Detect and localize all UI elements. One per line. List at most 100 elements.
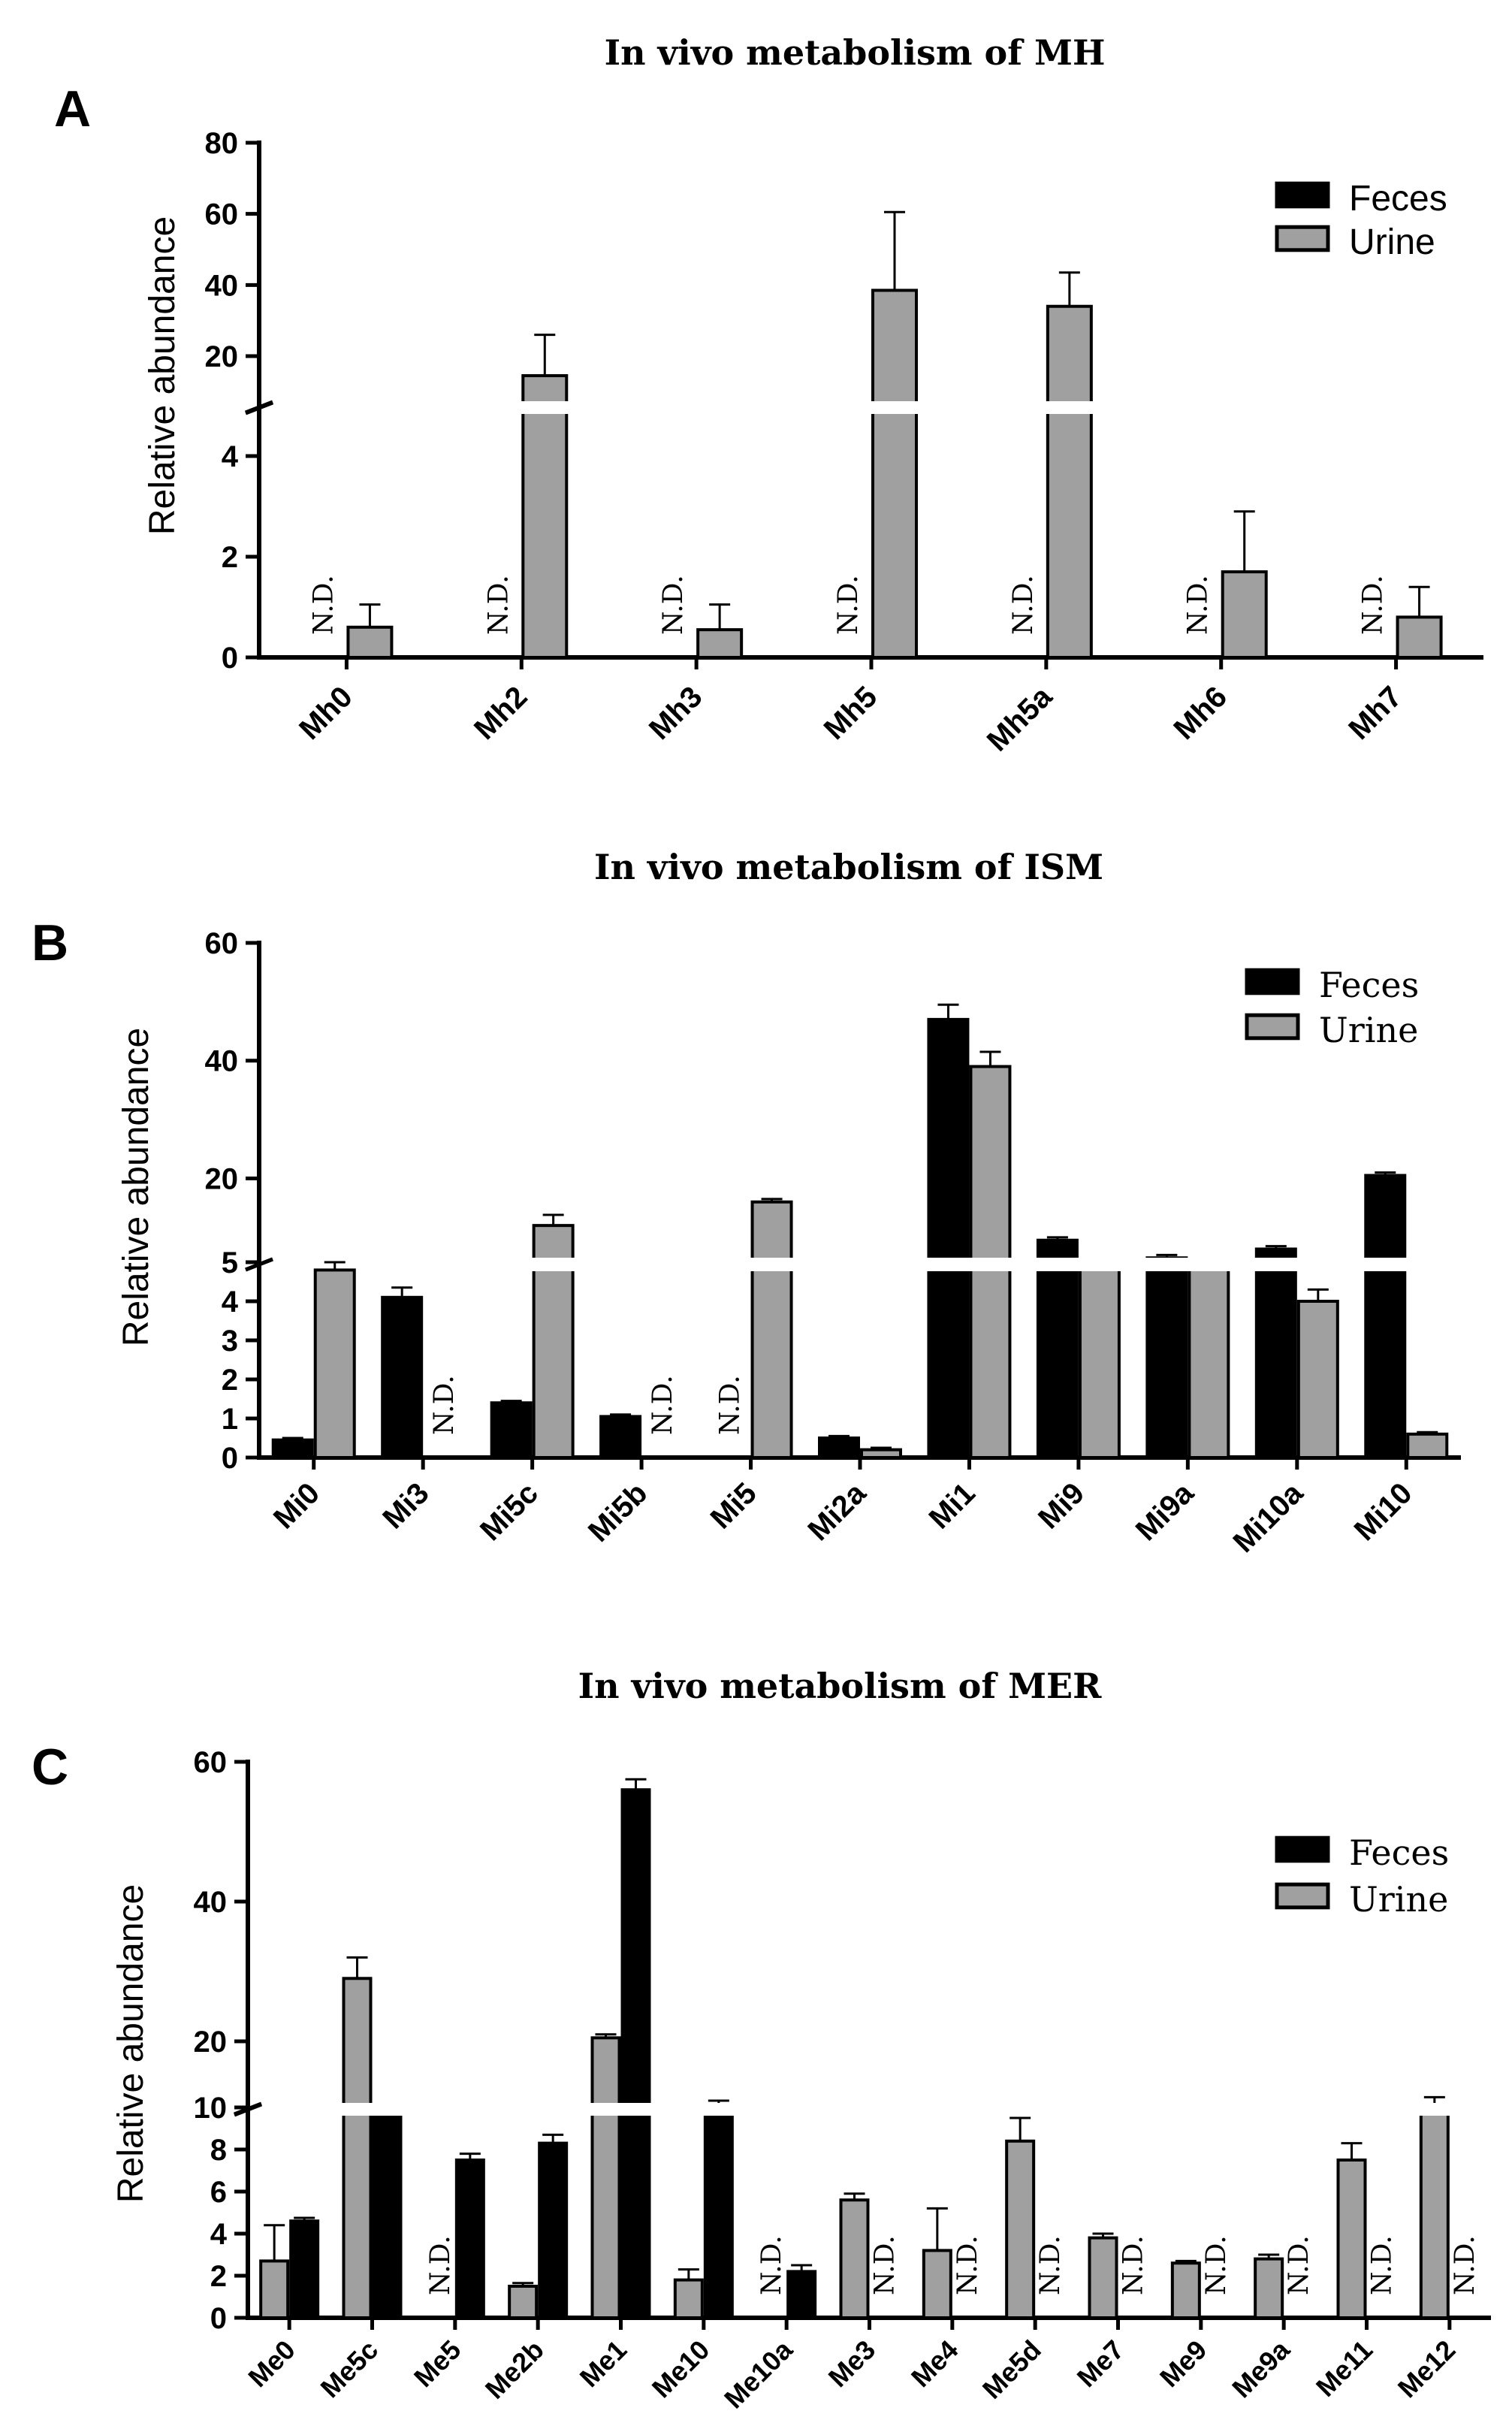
x-tick-label: Mh2 <box>468 680 534 746</box>
x-tick-label: Mi9a <box>1130 1476 1201 1548</box>
bar-urine <box>508 2285 539 2319</box>
nd-label: N.D. <box>429 1375 460 1435</box>
nd-label: N.D. <box>833 575 864 635</box>
x-tick-label: Me5 <box>408 2334 467 2394</box>
y-tick-label: 0 <box>210 2302 227 2335</box>
bar-break-gap <box>1076 1258 1122 1271</box>
x-tick-label: Me7 <box>1071 2334 1130 2394</box>
panel-b: B In vivo metabolism of ISM Relative abu… <box>32 847 1461 1559</box>
x-tick-label: Me5d <box>976 2334 1047 2405</box>
bar-feces <box>1145 1256 1188 1460</box>
bar-feces <box>1036 1238 1079 1459</box>
bar-urine <box>750 1200 793 1460</box>
x-tick-label: Me2b <box>479 2334 550 2405</box>
nd-label: N.D. <box>647 1375 678 1435</box>
x-tick-label: Mi9 <box>1032 1476 1091 1535</box>
bar-break-gap <box>967 1258 1013 1271</box>
y-tick-label: 0 <box>222 642 238 675</box>
y-tick-label: 40 <box>205 1045 239 1078</box>
panel-letter-c: C <box>32 1739 68 1796</box>
nd-label: N.D. <box>1035 2235 1066 2295</box>
bar-break-gap <box>1044 401 1094 414</box>
x-tick-label: Me4 <box>905 2334 964 2394</box>
y-tick-label: 4 <box>210 2218 228 2251</box>
panel-letter-a: A <box>54 80 91 137</box>
nd-label: N.D. <box>1201 2235 1232 2295</box>
x-tick-label: Mi5 <box>705 1476 763 1535</box>
bar-urine <box>1396 615 1443 660</box>
y-tick-label: 40 <box>205 269 239 302</box>
y-tick-label: 10 <box>194 2092 228 2125</box>
bar-urine <box>871 289 918 659</box>
bar-urine <box>1254 2257 1284 2320</box>
x-tick-label: Mh3 <box>643 680 709 746</box>
bar-break-gap <box>1253 1258 1299 1271</box>
y-axis-label: Relative abundance <box>143 216 183 535</box>
axis-break-mark <box>245 1257 273 1272</box>
y-tick-label: 0 <box>222 1442 238 1475</box>
nd-label: N.D. <box>715 1375 746 1435</box>
bar-feces <box>454 2159 485 2319</box>
x-tick-label: Me0 <box>242 2334 301 2394</box>
nd-label: N.D. <box>1118 2235 1149 2295</box>
nd-label: N.D. <box>483 575 514 635</box>
nd-label: N.D. <box>870 2235 901 2295</box>
y-tick-label: 20 <box>194 2026 228 2059</box>
bar-urine <box>1005 2139 1036 2320</box>
legend-swatch-feces <box>1275 1835 1330 1863</box>
legend-label: Urine <box>1349 222 1435 262</box>
chart-title: In vivo metabolism of MER <box>578 1666 1102 1706</box>
legend-label: Feces <box>1319 965 1419 1005</box>
bar-feces <box>1364 1174 1407 1459</box>
bar-break-gap <box>589 2103 623 2116</box>
y-tick-label: 5 <box>222 1246 238 1279</box>
bar-urine <box>342 1977 373 2320</box>
x-tick-label: Mi3 <box>376 1476 435 1535</box>
legend-label: Urine <box>1349 1879 1448 1920</box>
bar-urine <box>1296 1300 1339 1459</box>
x-tick-label: Me11 <box>1310 2334 1378 2403</box>
bar-urine <box>673 2278 704 2320</box>
bar-break-gap <box>1417 2103 1451 2116</box>
bar-break-gap <box>530 1258 576 1271</box>
nd-label: N.D. <box>952 2235 983 2295</box>
x-tick-label: Me5c <box>314 2334 384 2404</box>
nd-label: N.D. <box>1183 575 1214 635</box>
bar-urine <box>1336 2159 1367 2319</box>
bar-feces <box>289 2219 320 2319</box>
y-tick-label: 60 <box>205 927 239 960</box>
bar-urine <box>839 2198 870 2319</box>
nd-label: N.D. <box>1358 575 1389 635</box>
y-tick-label: 4 <box>222 1285 239 1319</box>
x-tick-label: Me3 <box>822 2334 882 2394</box>
x-tick-label: Me10a <box>718 2334 799 2415</box>
x-tick-label: Me9a <box>1226 2334 1296 2403</box>
x-tick-label: Me9 <box>1154 2334 1213 2394</box>
panel-a: A In vivo metabolism of MH Relative abun… <box>54 32 1483 758</box>
bar-urine <box>590 2036 621 2320</box>
x-tick-label: Mh6 <box>1167 680 1233 746</box>
legend-swatch-urine <box>1275 225 1330 252</box>
axis-break-mark <box>245 400 273 415</box>
y-tick-label: 3 <box>222 1325 238 1358</box>
y-tick-label: 2 <box>222 541 238 574</box>
bar-break-gap <box>1144 1258 1190 1271</box>
bar-feces <box>538 2141 569 2320</box>
panel-c: C In vivo metabolism of MER Relative abu… <box>32 1666 1491 2414</box>
y-tick-label: 2 <box>222 1364 238 1397</box>
bar-urine <box>922 2249 952 2319</box>
nd-label: N.D. <box>756 2235 787 2295</box>
x-tick-label: Mi10a <box>1227 1476 1309 1559</box>
bar-feces <box>927 1017 970 1459</box>
bar-break-gap <box>749 1258 795 1271</box>
y-tick-label: 40 <box>194 1886 228 1919</box>
bar-break-gap <box>619 2103 653 2116</box>
legend-swatch-feces <box>1245 968 1300 995</box>
nd-label: N.D. <box>1008 575 1039 635</box>
bar-feces <box>620 1788 651 2319</box>
y-axis-label: Relative abundance <box>111 1884 151 2203</box>
bar-break-gap <box>520 401 570 414</box>
x-tick-label: Mi0 <box>267 1476 326 1535</box>
bar-feces <box>599 1415 642 1460</box>
